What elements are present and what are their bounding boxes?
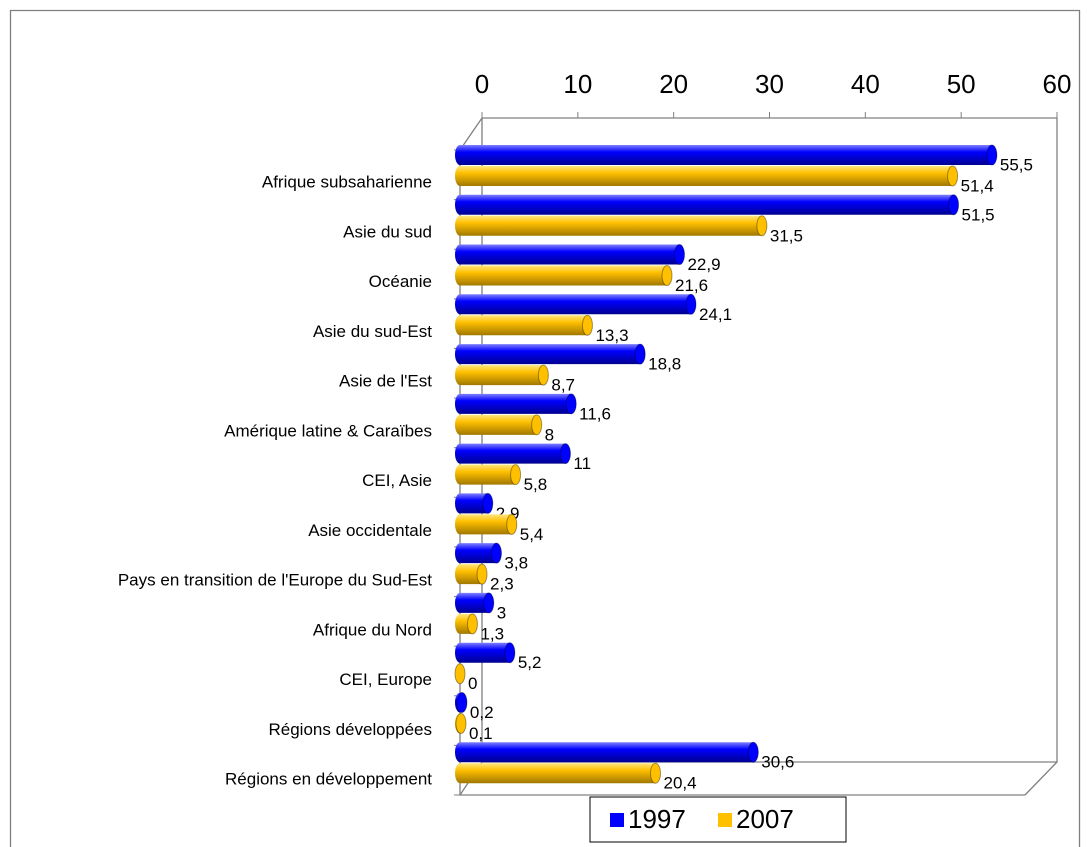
value-label: 22,9 bbox=[687, 255, 720, 274]
x-tick-label: 10 bbox=[563, 69, 592, 99]
bar-cap bbox=[948, 194, 960, 216]
y-tick-label: CEI, Europe bbox=[339, 670, 432, 689]
y-tick-label: Pays en transition de l'Europe du Sud-Es… bbox=[118, 571, 432, 590]
y-tick-label: Régions en développement bbox=[225, 770, 432, 789]
y-tick-label: Amérique latine & Caraïbes bbox=[224, 421, 432, 440]
bar-cap bbox=[476, 563, 488, 585]
y-tick-label: Asie de l'Est bbox=[339, 372, 432, 391]
x-tick-label: 60 bbox=[1043, 69, 1072, 99]
bar bbox=[455, 365, 549, 386]
legend-swatch bbox=[610, 813, 624, 827]
legend-label: 1997 bbox=[628, 804, 686, 834]
bar bbox=[455, 166, 958, 186]
x-tick-label: 20 bbox=[659, 69, 688, 99]
bar bbox=[455, 514, 517, 535]
value-label: 0 bbox=[468, 674, 477, 693]
value-label: 55,5 bbox=[1000, 155, 1033, 174]
bar-cap bbox=[504, 642, 516, 664]
x-tick-label: 30 bbox=[755, 69, 784, 99]
bar bbox=[455, 642, 515, 663]
bar-cap bbox=[490, 542, 502, 564]
bar bbox=[455, 414, 542, 435]
bar-cap bbox=[510, 464, 522, 486]
bar bbox=[455, 543, 502, 564]
bar-cap bbox=[506, 513, 518, 535]
value-label: 24,1 bbox=[699, 305, 732, 324]
bar-cap bbox=[559, 443, 571, 465]
bar-cap bbox=[455, 712, 467, 734]
bar-cap bbox=[747, 741, 759, 763]
bar bbox=[455, 244, 685, 265]
value-label: 1,3 bbox=[480, 624, 504, 643]
y-tick-label: Océanie bbox=[369, 272, 432, 291]
bar bbox=[455, 265, 673, 286]
x-tick-label: 40 bbox=[851, 69, 880, 99]
bar-cap bbox=[454, 663, 466, 685]
bar-cap bbox=[986, 144, 998, 166]
value-label: 18,8 bbox=[648, 355, 681, 374]
bar bbox=[455, 393, 577, 414]
value-label: 2,3 bbox=[490, 575, 514, 594]
value-label: 21,6 bbox=[675, 276, 708, 295]
value-label: 11 bbox=[573, 454, 591, 473]
bar-cap bbox=[531, 414, 543, 436]
chart-border bbox=[9, 9, 1081, 847]
bar-cap bbox=[483, 592, 495, 614]
bar bbox=[455, 464, 521, 485]
bar-cap bbox=[661, 265, 673, 287]
value-label: 5,2 bbox=[518, 653, 542, 672]
legend-label: 2007 bbox=[736, 804, 794, 834]
value-label: 51,4 bbox=[961, 176, 994, 195]
bar-cap bbox=[650, 762, 661, 784]
y-tick-label: Asie occidentale bbox=[308, 521, 432, 540]
value-label: 51,5 bbox=[962, 205, 995, 224]
value-label: 13,3 bbox=[595, 326, 628, 345]
y-tick-label: Afrique subsaharienne bbox=[262, 172, 432, 191]
bar bbox=[455, 443, 571, 464]
bar-cap bbox=[581, 314, 593, 336]
bar bbox=[455, 145, 997, 165]
bar-cap bbox=[565, 393, 577, 415]
value-label: 5,8 bbox=[524, 475, 548, 494]
value-label: 20,4 bbox=[664, 774, 697, 793]
value-label: 8 bbox=[545, 425, 554, 444]
bar-cap bbox=[685, 293, 697, 315]
bar bbox=[455, 763, 661, 784]
bar bbox=[455, 315, 593, 336]
bar-cap bbox=[537, 364, 549, 386]
value-label: 8,7 bbox=[551, 376, 575, 395]
bar bbox=[455, 592, 494, 613]
bar bbox=[455, 294, 696, 315]
bar bbox=[454, 493, 493, 514]
x-tick-label: 50 bbox=[947, 69, 976, 99]
bar bbox=[455, 344, 646, 365]
bar-cap bbox=[756, 215, 768, 237]
bar-cap bbox=[456, 691, 468, 713]
bar-cap bbox=[634, 343, 646, 365]
bar bbox=[455, 194, 959, 215]
bar-cap bbox=[482, 492, 494, 514]
bar-cap bbox=[466, 613, 478, 635]
bar-cap bbox=[673, 244, 685, 266]
value-label: 11,6 bbox=[579, 404, 611, 423]
bar bbox=[455, 742, 759, 763]
value-label: 3 bbox=[497, 603, 506, 622]
y-tick-label: CEI, Asie bbox=[362, 471, 432, 490]
y-tick-label: Asie du sud-Est bbox=[313, 322, 432, 341]
y-tick-label: Régions développées bbox=[268, 720, 432, 739]
y-tick-label: Asie du sud bbox=[343, 222, 432, 241]
bar bbox=[455, 215, 767, 236]
value-label: 31,5 bbox=[770, 226, 803, 245]
value-label: 0,2 bbox=[470, 703, 494, 722]
legend-swatch bbox=[718, 813, 732, 827]
value-label: 30,6 bbox=[761, 753, 794, 772]
value-label: 3,8 bbox=[504, 554, 528, 573]
value-label: 5,4 bbox=[520, 525, 544, 544]
bar-cap bbox=[947, 165, 959, 187]
value-label: 0,1 bbox=[469, 724, 493, 743]
x-tick-label: 0 bbox=[475, 69, 489, 99]
y-tick-label: Afrique du Nord bbox=[313, 620, 432, 639]
